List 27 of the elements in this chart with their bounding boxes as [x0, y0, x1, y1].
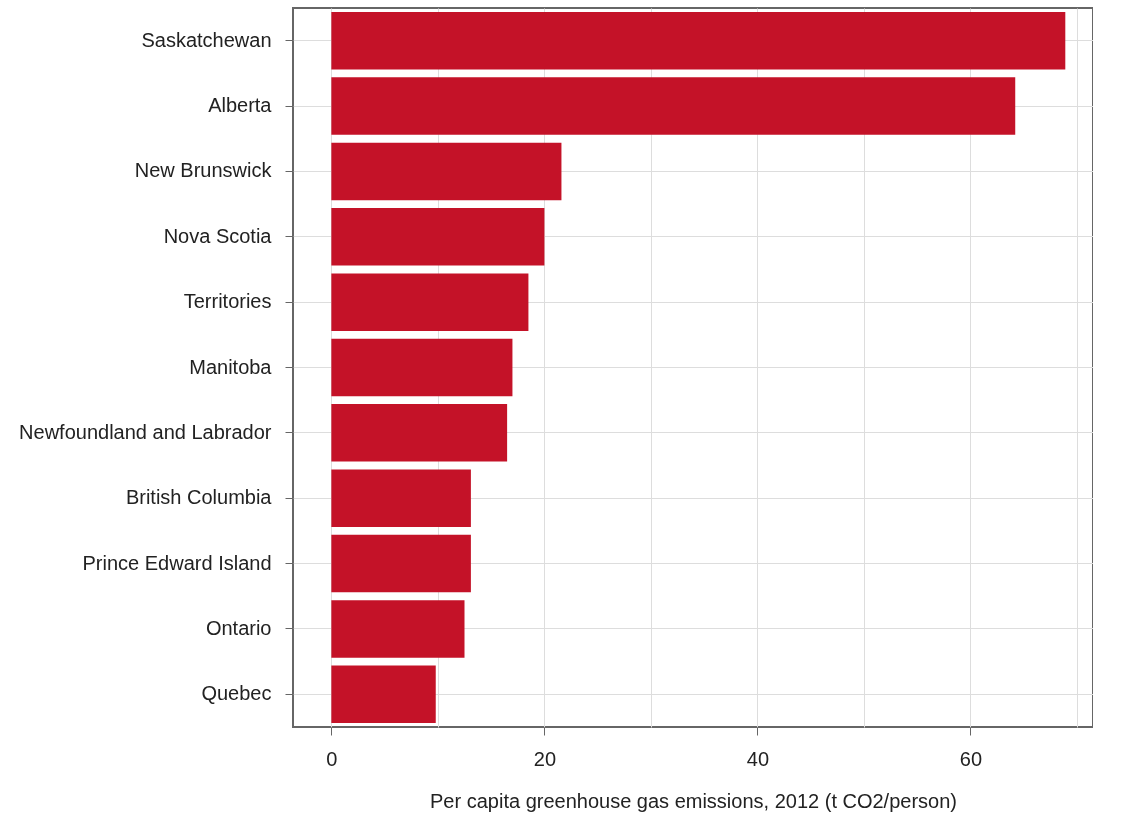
x-tick-label: 60 [959, 747, 983, 770]
bar [331, 665, 436, 724]
y-tick-label: Quebec [201, 682, 272, 705]
x-axis-title: Per capita greenhouse gas emissions, 2012 (t CO2/person) [430, 789, 957, 812]
y-tick-label: Nova Scotia [163, 224, 273, 247]
bar [331, 208, 545, 266]
bar [331, 11, 1066, 70]
x-tick-label: 0 [326, 747, 338, 770]
bar [331, 142, 562, 201]
bar [331, 404, 508, 462]
y-tick-label: Manitoba [189, 355, 273, 378]
y-tick-label: Ontario [205, 616, 272, 639]
y-tick-label: Prince Edward Island [82, 551, 272, 574]
bar [331, 600, 465, 658]
y-tick-label: Territories [183, 290, 272, 313]
x-tick-label: 20 [533, 747, 557, 770]
bar [331, 534, 471, 593]
y-tick-label: British Columbia [125, 486, 273, 509]
x-tick-label: 40 [746, 747, 770, 770]
y-tick-label: New Brunswick [134, 159, 273, 182]
y-tick-label: Newfoundland and Labrador [19, 420, 272, 443]
bar [331, 469, 471, 527]
y-tick-label: Alberta [208, 94, 273, 117]
bar [331, 77, 1016, 135]
bar [331, 273, 529, 331]
y-tick-label: Saskatchewan [141, 28, 272, 51]
bar [331, 338, 513, 397]
